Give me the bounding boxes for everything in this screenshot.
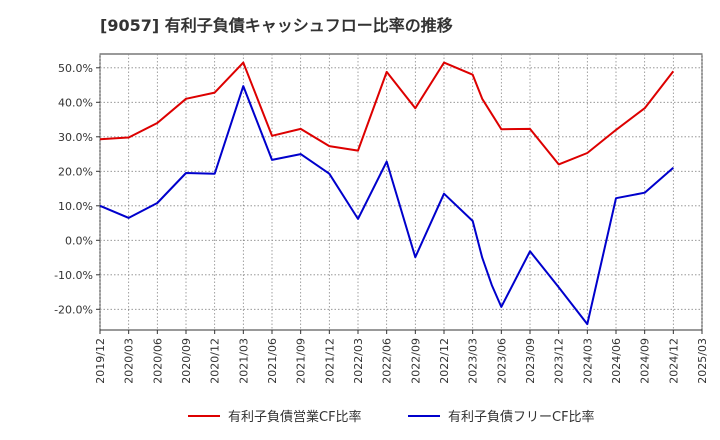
y-tick-label: 20.0% xyxy=(58,165,93,178)
x-tick-label: 2019/12 xyxy=(94,338,107,384)
x-tick-label: 2021/12 xyxy=(323,338,336,384)
x-axis: 2019/12 2020/03 2020/06 2020/09 2020/12 2021/… xyxy=(94,330,709,384)
legend-label-1: 有利子負債営業CF比率 xyxy=(228,409,362,425)
x-tick-label: 2020/06 xyxy=(151,338,164,384)
x-tick-label: 2022/09 xyxy=(409,338,422,384)
x-tick-label: 2024/03 xyxy=(581,338,594,384)
x-tick-label: 2022/12 xyxy=(438,338,451,384)
x-tick-label: 2023/09 xyxy=(524,338,537,384)
y-tick-label: -10.0% xyxy=(54,269,93,282)
series-line-1 xyxy=(99,61,675,166)
x-tick-label: 2023/12 xyxy=(553,338,566,384)
x-tick-label: 2021/06 xyxy=(266,338,279,384)
x-tick-label: 2020/09 xyxy=(180,338,193,384)
chart-title: [9057] 有利子負債キャッシュフロー比率の推移 xyxy=(100,16,453,35)
y-tick-label: 40.0% xyxy=(58,96,93,109)
x-tick-label: 2024/12 xyxy=(667,338,680,384)
y-tick-label: 0.0% xyxy=(65,234,93,247)
y-tick-label: 30.0% xyxy=(58,131,93,144)
x-tick-label: 2021/09 xyxy=(295,338,308,384)
legend-label-2: 有利子負債フリーCF比率 xyxy=(448,409,595,425)
x-tick-label: 2024/09 xyxy=(639,338,652,384)
x-tick-label: 2024/06 xyxy=(610,338,623,384)
y-tick-label: 10.0% xyxy=(58,200,93,213)
grid xyxy=(99,54,703,330)
x-tick-label: 2023/06 xyxy=(495,338,508,384)
x-tick-label: 2021/03 xyxy=(237,338,250,384)
series-line-2 xyxy=(99,85,674,326)
x-tick-label: 2025/03 xyxy=(696,338,709,384)
plot-area xyxy=(99,53,703,331)
x-tick-label: 2020/12 xyxy=(209,338,222,384)
y-tick-label: 50.0% xyxy=(58,62,93,75)
x-tick-label: 2020/03 xyxy=(123,338,136,384)
x-tick-label: 2023/03 xyxy=(467,338,480,384)
series-lines xyxy=(99,61,675,326)
y-tick-label: -20.0% xyxy=(54,303,93,316)
x-tick-label: 2022/03 xyxy=(352,338,365,384)
y-axis: 50.0% 40.0% 30.0% 20.0% 10.0% 0.0% -10.0% -20.0… xyxy=(54,62,100,316)
x-tick-label: 2022/06 xyxy=(381,338,394,384)
legend: 有利子負債営業CF比率 有利子負債フリーCF比率 xyxy=(188,409,595,425)
